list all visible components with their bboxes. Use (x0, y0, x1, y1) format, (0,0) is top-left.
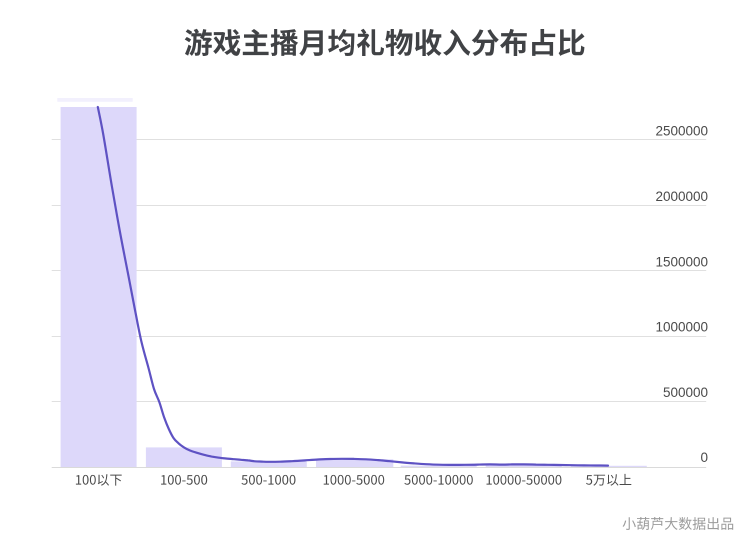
svg-text:2500000: 2500000 (655, 124, 708, 139)
svg-text:1000000: 1000000 (655, 320, 708, 335)
svg-text:2000000: 2000000 (655, 189, 708, 204)
svg-text:500000: 500000 (663, 385, 708, 400)
svg-text:1500000: 1500000 (655, 254, 708, 269)
svg-text:0: 0 (700, 450, 708, 465)
